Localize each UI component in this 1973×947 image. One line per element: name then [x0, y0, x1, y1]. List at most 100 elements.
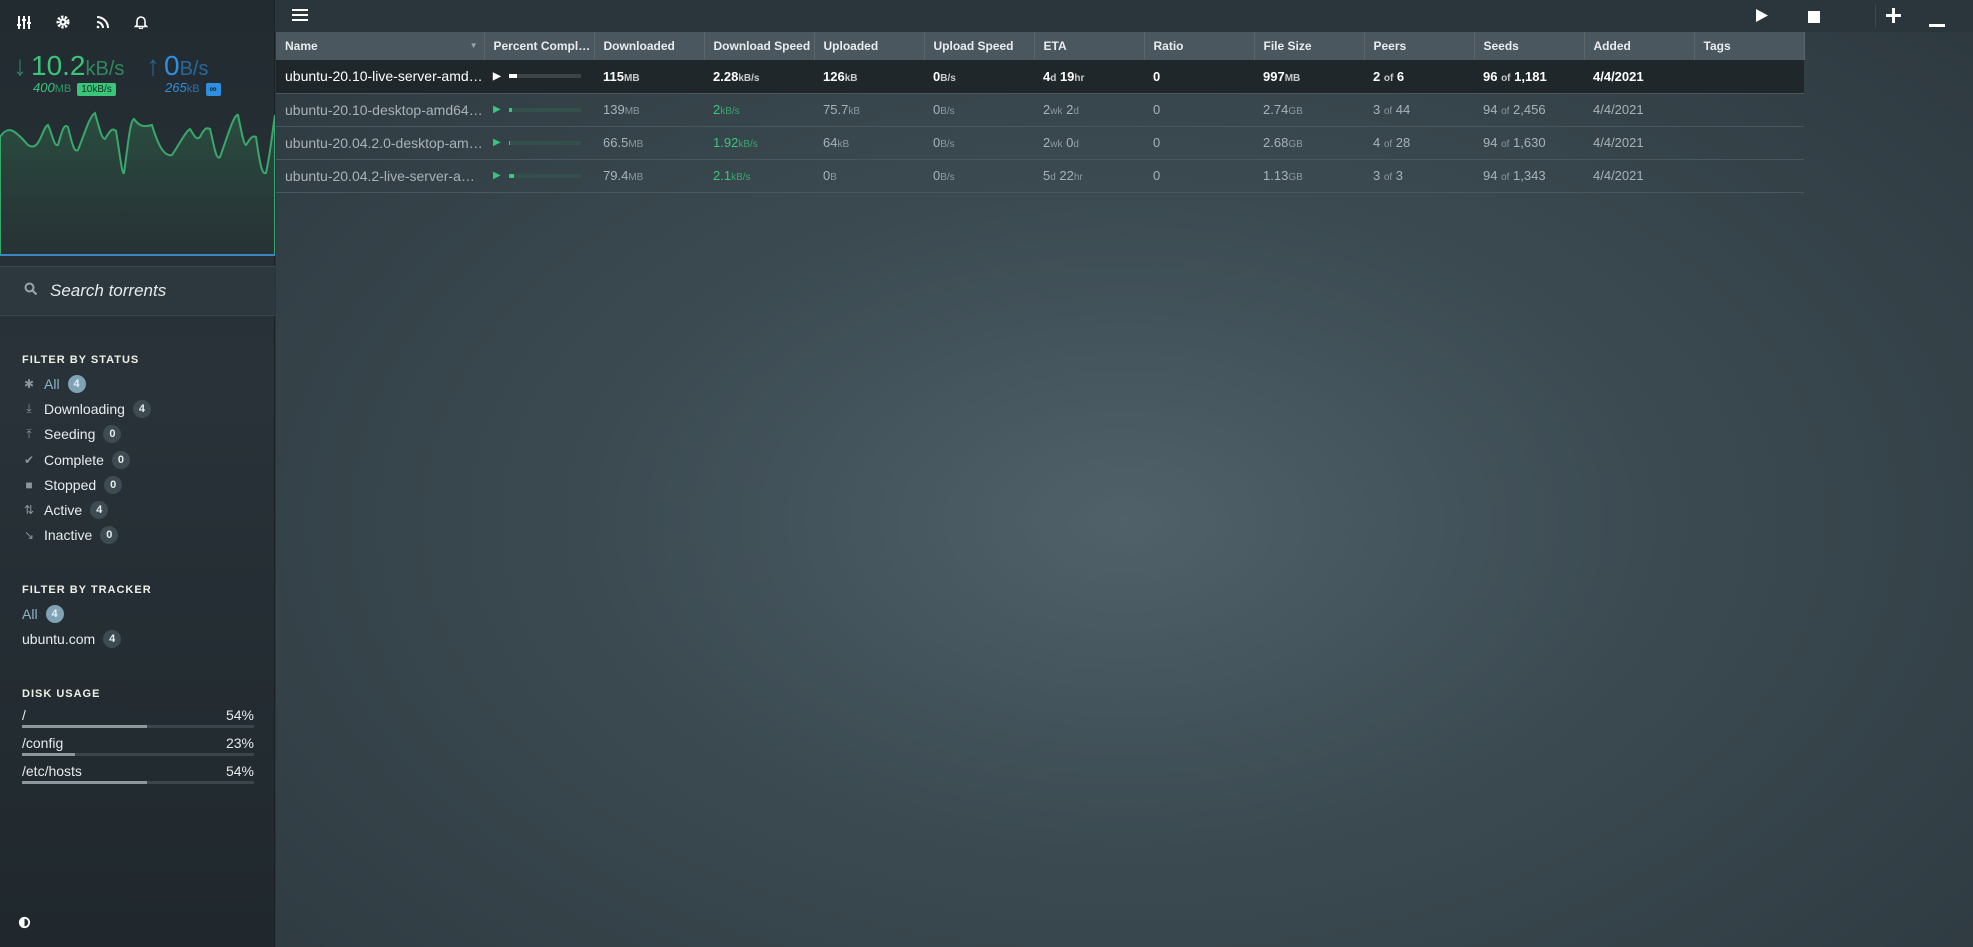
disk-path: /config — [22, 735, 64, 751]
upload-speed: 0B/s — [924, 93, 1034, 127]
column-header-eta[interactable]: ETA — [1034, 32, 1145, 60]
column-header-peers[interactable]: Peers — [1364, 32, 1475, 60]
tags — [1694, 126, 1804, 160]
status-filter-complete[interactable]: ✔ Complete 0 — [22, 447, 151, 472]
add-torrent-plus-icon[interactable] — [1886, 8, 1901, 28]
added: 4/4/2021 — [1584, 93, 1694, 127]
disk-usage-bar — [22, 725, 254, 728]
column-header-added[interactable]: Added — [1584, 32, 1695, 60]
upload-total: 265kB ∞ — [165, 80, 221, 96]
rss-feed-icon[interactable] — [94, 14, 110, 30]
progress-bar — [508, 173, 581, 178]
inactive-icon: ↘ — [23, 528, 35, 543]
play-icon[interactable]: ▶ — [493, 70, 501, 82]
progress-fill — [508, 140, 511, 145]
added: 4/4/2021 — [1584, 159, 1694, 193]
percent-complete: ▶ — [484, 159, 594, 193]
column-header-downloaded[interactable]: Downloaded — [594, 32, 705, 60]
uploaded: 64kB — [814, 126, 924, 160]
table-row[interactable]: ubuntu-20.10-desktop-amd64.iso ▶ 139MB 2kB/… — [276, 93, 1804, 127]
filter-label: Inactive — [44, 527, 93, 544]
search-bar[interactable] — [0, 266, 275, 316]
column-header-uploaded[interactable]: Uploaded — [814, 32, 925, 60]
play-icon[interactable]: ▶ — [493, 170, 501, 181]
peers: 3 of 3 — [1364, 159, 1474, 193]
seeds: 94 of 1,630 — [1474, 126, 1584, 160]
status-filter-active[interactable]: ⇅ Active 4 — [22, 497, 151, 522]
file-size: 997MB — [1254, 60, 1364, 94]
filter-count-badge: 4 — [45, 604, 64, 623]
transfer-icon: ⇅ — [23, 503, 35, 518]
column-header-file-size[interactable]: File Size — [1254, 32, 1365, 60]
theme-toggle-icon[interactable] — [18, 916, 31, 934]
speed-limits-icon[interactable] — [16, 14, 32, 30]
torrent-name: ubuntu-20.04.2.0-desktop-amd64.iso — [276, 126, 484, 160]
column-header-tags[interactable]: Tags — [1694, 32, 1805, 60]
status-filter-inactive[interactable]: ↘ Inactive 0 — [22, 523, 151, 548]
column-header-seeds[interactable]: Seeds — [1474, 32, 1585, 60]
tracker-filter-list: All 4 ubuntu.com 4 — [22, 601, 122, 652]
table-row[interactable]: ubuntu-20.04.2.0-desktop-amd64.iso ▶ 66.5M… — [276, 126, 1804, 160]
play-icon[interactable]: ▶ — [493, 104, 501, 115]
filter-label: Downloading — [44, 400, 125, 417]
eta: 4d 19hr — [1034, 60, 1144, 94]
percent-complete: ▶ — [484, 126, 594, 160]
progress-bar — [508, 74, 581, 79]
status-filter-all[interactable]: ✱ All 4 — [22, 371, 151, 396]
play-icon[interactable]: ▶ — [493, 137, 501, 148]
disk-path: / — [22, 707, 26, 723]
settings-gear-icon[interactable] — [55, 14, 71, 30]
start-torrent-play-icon[interactable] — [1756, 9, 1768, 27]
eta: 2wk 2d — [1034, 93, 1144, 127]
downloaded: 139MB — [594, 93, 704, 127]
download-total: 400MB 10kB/s — [33, 80, 116, 96]
peers: 4 of 28 — [1364, 126, 1474, 160]
stop-icon: ■ — [25, 477, 33, 492]
filter-count-badge: 4 — [90, 501, 109, 520]
table-header-row: Name ▼ Percent Complete Downloaded Download … — [276, 32, 1805, 60]
filter-count-badge: 4 — [67, 374, 86, 393]
hamburger-menu-icon[interactable] — [292, 8, 308, 26]
column-header-percent-complete[interactable]: Percent Complete — [484, 32, 595, 60]
seeds: 94 of 1,343 — [1474, 159, 1584, 193]
download-icon: ⤓ — [26, 401, 32, 416]
sort-descending-icon[interactable]: ▼ — [469, 41, 478, 50]
download-limit-badge[interactable]: 10kB/s — [77, 83, 116, 96]
column-header-ratio[interactable]: Ratio — [1144, 32, 1255, 60]
tags — [1694, 93, 1804, 127]
tracker-filter-item[interactable]: All 4 — [22, 601, 121, 626]
tags — [1694, 159, 1804, 193]
filter-count-badge: 0 — [100, 526, 119, 545]
ratio: 0 — [1144, 126, 1254, 160]
downloaded: 115MB — [594, 60, 704, 94]
uploaded: 126kB — [814, 60, 924, 94]
download-speed: ↓ 10.2kB/s — [13, 50, 125, 81]
status-filter-stopped[interactable]: ■ Stopped 0 — [22, 472, 151, 497]
filter-count-badge: 4 — [132, 399, 151, 418]
downloaded: 79.4MB — [594, 159, 704, 193]
remove-torrent-minus-icon[interactable] — [1929, 14, 1945, 32]
upload-speed: ↑ 0B/s — [146, 50, 209, 81]
status-filter-downloading[interactable]: ⤓ Downloading 4 — [22, 396, 151, 421]
stop-torrent-icon[interactable] — [1808, 10, 1820, 28]
column-header-download-speed[interactable]: Download Speed — [704, 32, 815, 60]
disk-usage-fill — [22, 781, 148, 784]
column-header-upload-speed[interactable]: Upload Speed — [924, 32, 1035, 60]
status-filter-seeding[interactable]: ⤒ Seeding 0 — [22, 422, 151, 447]
tracker-filter-item[interactable]: ubuntu.com 4 — [22, 626, 122, 651]
disk-percent: 23% — [225, 735, 254, 751]
notifications-bell-icon[interactable] — [133, 14, 149, 30]
upload-limit-badge[interactable]: ∞ — [205, 83, 221, 96]
disk-usage-row: / 54% — [22, 703, 254, 731]
table-row[interactable]: ubuntu-20.10-live-server-amd64.iso ▶ 115MB… — [276, 60, 1804, 94]
table-row[interactable]: ubuntu-20.04.2-live-server-amd64.iso ▶ 79.… — [276, 159, 1804, 193]
column-header-name[interactable]: Name ▼ — [276, 32, 485, 60]
download-speed: 2.1kB/s — [704, 159, 814, 193]
main-panel: Name ▼ Percent Complete Downloaded Download … — [276, 0, 1973, 947]
file-size: 1.13GB — [1254, 159, 1364, 193]
search-input[interactable] — [50, 281, 270, 301]
filter-label: All — [44, 375, 60, 392]
percent-complete: ▶ — [484, 93, 594, 127]
download-rate-line — [0, 111, 275, 255]
filter-label: ubuntu.com — [22, 630, 96, 647]
